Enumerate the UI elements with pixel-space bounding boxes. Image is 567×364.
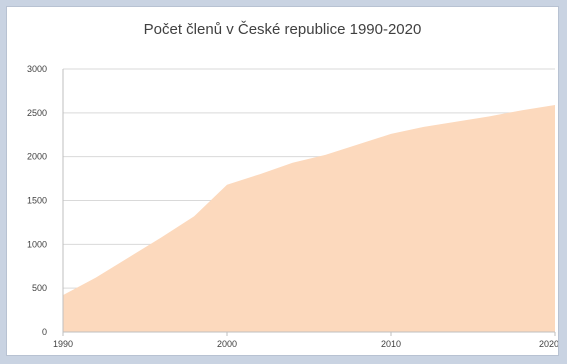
- x-tick-label: 2020: [539, 339, 559, 349]
- area-chart: 0 500 1000 1500 2000 2500 3000 1990 2000 2010 202…: [27, 64, 559, 349]
- axis-layer: [62, 69, 556, 336]
- chart-frame: Počet členů v České republice 1990-2020 …: [6, 6, 559, 356]
- y-tick-label: 3000: [27, 64, 47, 74]
- x-tick-labels: 1990 2000 2010 2020: [53, 339, 559, 349]
- y-tick-label: 2000: [27, 152, 47, 162]
- area-series: [63, 104, 555, 333]
- area-layer: [63, 104, 555, 333]
- y-tick-labels: 0 500 1000 1500 2000 2500 3000: [27, 64, 47, 337]
- y-tick-label: 0: [42, 327, 47, 337]
- y-tick-label: 500: [32, 283, 47, 293]
- y-tick-label: 1000: [27, 239, 47, 249]
- x-tick-label: 2000: [217, 339, 237, 349]
- chart-title: Počet členů v České republice 1990-2020: [143, 21, 422, 38]
- y-tick-label: 2500: [27, 108, 47, 118]
- x-tick-label: 2010: [381, 339, 401, 349]
- y-tick-label: 1500: [27, 196, 47, 206]
- x-tick-label: 1990: [53, 339, 73, 349]
